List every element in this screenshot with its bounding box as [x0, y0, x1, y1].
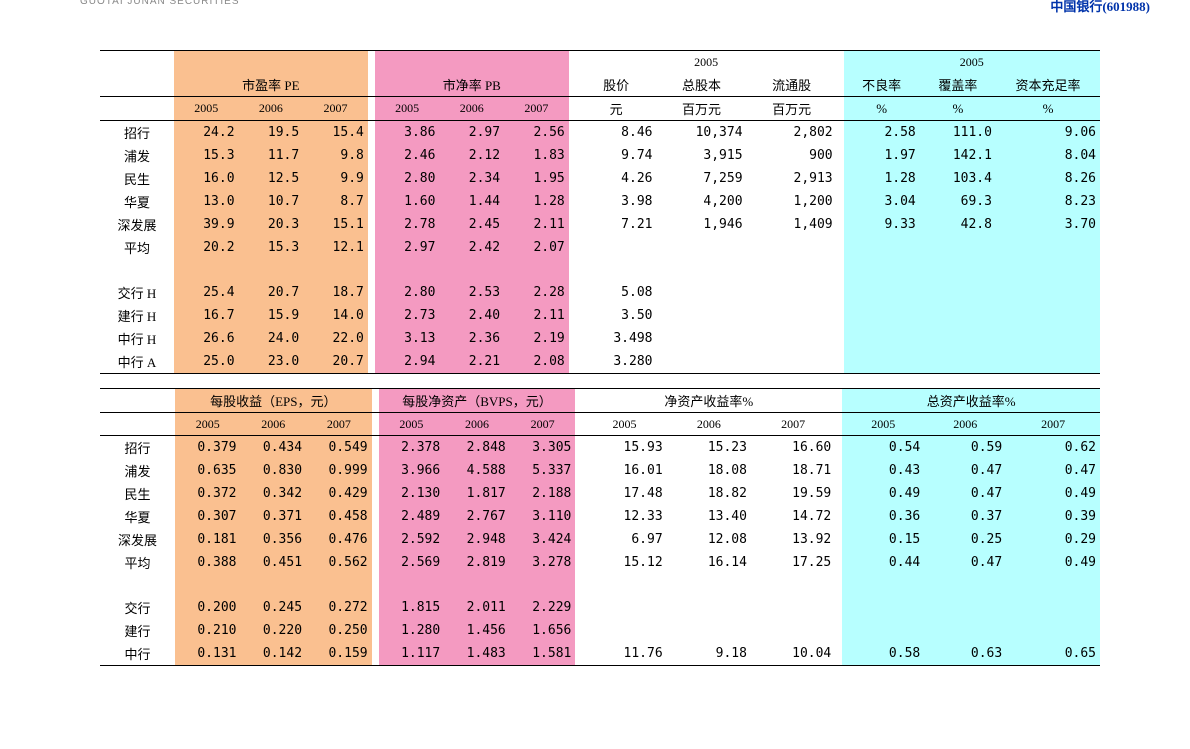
table-row: 平均0.3880.4510.5622.5692.8193.27815.1216.… [100, 551, 1100, 574]
table-row: 中行 A25.023.020.72.942.212.083.280 [100, 350, 1100, 374]
table-row [100, 259, 1100, 281]
table-row: 浦发0.6350.8300.9993.9664.5885.33716.0118.… [100, 459, 1100, 482]
table-row: 建行0.2100.2200.2501.2801.4561.656 [100, 619, 1100, 642]
table-row: 深发展0.1810.3560.4762.5922.9483.4246.9712.… [100, 528, 1100, 551]
table-row: 华夏13.010.78.71.601.441.283.984,2001,2003… [100, 190, 1100, 213]
header: GUOTAI JUNAN SECURITIES 中国银行(601988) [0, 0, 1190, 20]
hdr-pe: 市盈率 PE [174, 73, 368, 97]
table-row: 交行 H25.420.718.72.802.532.285.08 [100, 281, 1100, 304]
hdr-bvps: 每股净资产（BVPS，元） [379, 389, 576, 413]
table-row: 民生0.3720.3420.4292.1301.8172.18817.4818.… [100, 482, 1100, 505]
table-row: 中行0.1310.1420.1591.1171.4831.58111.769.1… [100, 642, 1100, 666]
table-row: 招行0.3790.4340.5492.3782.8483.30515.9315.… [100, 436, 1100, 460]
table-row: 深发展39.920.315.12.782.452.117.211,9461,40… [100, 213, 1100, 236]
table-row [100, 574, 1100, 596]
table-2: 每股收益（EPS，元）每股净资产（BVPS，元）净资产收益率%总资产收益率%20… [100, 388, 1100, 666]
table-row: 中行 H26.624.022.03.132.362.193.498 [100, 327, 1100, 350]
hdr-pb: 市净率 PB [375, 73, 569, 97]
company-code: 中国银行(601988) [1050, 0, 1150, 15]
hdr-roa: 总资产收益率% [842, 389, 1100, 413]
table-row: 浦发15.311.79.82.462.121.839.743,9159001.9… [100, 144, 1100, 167]
table-row: 建行 H16.715.914.02.732.402.113.50 [100, 304, 1100, 327]
table-row: 民生16.012.59.92.802.341.954.267,2592,9131… [100, 167, 1100, 190]
content: 20052005市盈率 PE市净率 PB股价总股本流通股不良率覆盖率资本充足率2… [0, 20, 1190, 710]
table-1: 20052005市盈率 PE市净率 PB股价总股本流通股不良率覆盖率资本充足率2… [100, 50, 1100, 374]
table-row: 交行0.2000.2450.2721.8152.0112.229 [100, 596, 1100, 619]
logo-text: GUOTAI JUNAN SECURITIES [80, 0, 240, 7]
hdr-eps: 每股收益（EPS，元） [175, 389, 372, 413]
table-row: 华夏0.3070.3710.4582.4892.7673.11012.3313.… [100, 505, 1100, 528]
table-row: 平均20.215.312.12.972.422.07 [100, 236, 1100, 259]
hdr-roe: 净资产收益率% [582, 389, 835, 413]
table-row: 招行24.219.515.43.862.972.568.4610,3742,80… [100, 121, 1100, 145]
